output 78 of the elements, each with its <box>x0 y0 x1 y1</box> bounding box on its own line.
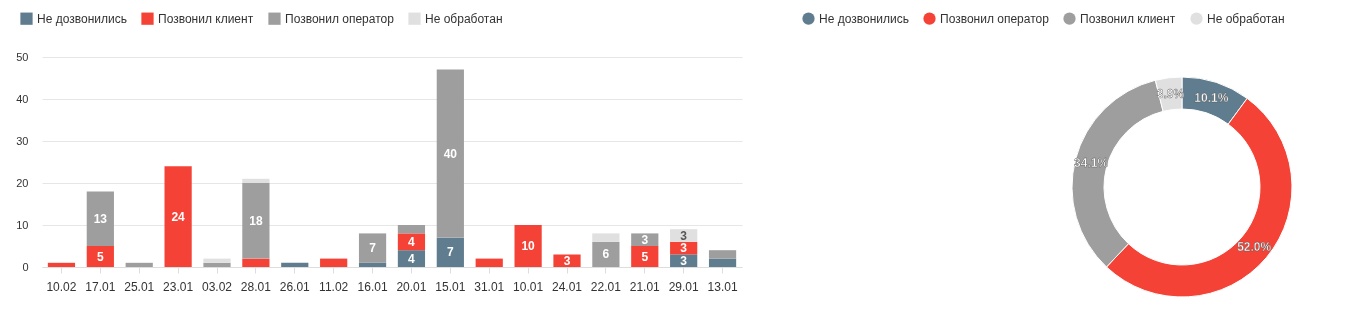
bar <box>242 178 270 183</box>
bar <box>397 250 426 267</box>
bar <box>281 262 309 267</box>
data-label: 4 <box>408 251 416 266</box>
data-label: 18 <box>249 213 263 228</box>
legend-label: Не дозвонились <box>819 11 909 26</box>
x-tick-label: 13.01 <box>707 279 738 294</box>
bar <box>358 233 387 263</box>
bar <box>514 225 542 267</box>
x-tick-label: 31.01 <box>474 279 505 294</box>
bar <box>164 166 192 267</box>
bar <box>436 69 464 238</box>
y-tick-label: 40 <box>16 92 29 105</box>
bar <box>553 254 581 267</box>
y-tick-label: 20 <box>16 176 29 189</box>
bar <box>436 237 464 267</box>
bar <box>592 233 620 242</box>
x-tick-label: 26.01 <box>279 279 311 294</box>
bar <box>86 191 114 246</box>
x-tick-label: 28.01 <box>240 279 272 294</box>
x-tick-label: 20.01 <box>396 279 427 294</box>
data-label: 6 <box>602 247 610 262</box>
x-tick-label: 24.01 <box>551 279 583 294</box>
bar <box>708 258 737 267</box>
bar <box>592 241 620 267</box>
bar <box>203 258 231 263</box>
bar <box>47 262 76 267</box>
y-tick-label: 10 <box>16 218 29 231</box>
y-tick-label: 0 <box>22 260 29 273</box>
data-label: 4 <box>408 234 416 249</box>
bar <box>397 233 426 251</box>
y-tick-label: 50 <box>16 50 29 63</box>
data-label: 13 <box>93 211 108 226</box>
x-tick-label: 22.01 <box>590 279 622 294</box>
x-tick-label: 16.01 <box>357 279 388 294</box>
x-tick-label: 23.01 <box>163 279 194 294</box>
data-label: 10 <box>521 239 536 253</box>
bar <box>358 262 387 267</box>
x-tick-label: 10.02 <box>46 279 77 294</box>
data-label: 3 <box>680 228 688 243</box>
x-tick-label: 10.01 <box>513 279 544 294</box>
legend-label: Позвонил клиент <box>158 11 254 26</box>
legend-label: Не обработан <box>425 11 503 26</box>
bar <box>320 258 348 267</box>
bar <box>203 262 231 267</box>
data-label: 5 <box>641 249 649 264</box>
bar <box>708 250 737 259</box>
data-label: 3 <box>563 253 571 268</box>
y-tick-label: 30 <box>16 134 29 147</box>
data-label: 24 <box>171 209 186 224</box>
legend-label: Не дозвонились <box>37 11 127 26</box>
data-label: 10.1% <box>1194 90 1229 105</box>
data-label: 3 <box>641 232 649 247</box>
legend-label: Позвонил оператор <box>285 11 395 26</box>
legend-label: Не обработан <box>1207 11 1285 26</box>
data-label: 5 <box>96 249 104 264</box>
x-tick-label: 03.02 <box>201 279 233 294</box>
bar <box>397 225 426 234</box>
legend-label: Позвонил клиент <box>1080 11 1176 26</box>
x-tick-label: 25.01 <box>124 279 155 294</box>
bar <box>242 258 270 267</box>
data-label: 3 <box>680 253 688 268</box>
bar <box>242 183 270 259</box>
bar <box>631 246 659 267</box>
data-label: 7 <box>369 241 377 256</box>
data-label: 52.0% <box>1237 240 1272 255</box>
data-label: 3 <box>680 241 688 256</box>
x-tick-label: 29.01 <box>668 279 700 294</box>
data-label: 40 <box>443 146 458 161</box>
bar <box>86 246 114 267</box>
x-tick-label: 15.01 <box>435 279 466 294</box>
x-tick-label: 11.02 <box>319 279 349 294</box>
data-label: 7 <box>446 245 454 260</box>
x-tick-label: 21.01 <box>629 279 661 294</box>
bar <box>475 258 503 267</box>
bar <box>125 262 153 267</box>
x-tick-label: 17.01 <box>85 279 116 294</box>
legend-label: Позвонил оператор <box>940 11 1050 26</box>
